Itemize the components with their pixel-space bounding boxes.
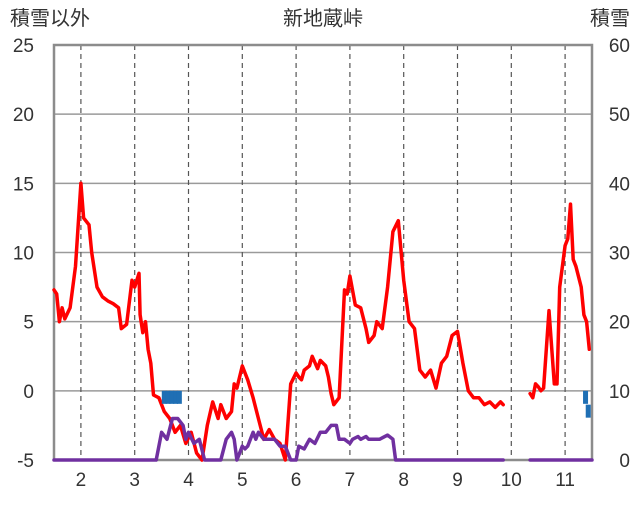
left-axis-label: 積雪以外 [10,6,90,30]
series-line-0-segment-1 [528,202,592,400]
y-left-tick-label: 5 [23,313,34,334]
x-tick-label: 5 [237,470,248,491]
x-tick-label: 3 [129,470,140,491]
y-right-tick-label: 50 [609,105,630,126]
x-tick-label: 7 [345,470,356,491]
y-left-tick-label: -5 [17,451,34,472]
snow-bar [161,390,167,404]
x-tick-label: 9 [452,470,463,491]
y-right-tick-label: 60 [609,36,630,57]
plot-frame [52,43,594,462]
y-left-tick-label: 25 [13,36,34,57]
series-line-1-segment-0 [52,416,505,462]
x-tick-label: 6 [291,470,302,491]
y-right-tick-label: 40 [609,174,630,195]
snow-bar [585,404,591,418]
series-line-0-segment-0 [52,181,505,462]
snow-bar [583,390,589,404]
snow-bar [165,390,171,404]
x-tick-label: 2 [76,470,87,491]
x-tick-label: 11 [555,470,575,491]
y-right-tick-label: 0 [619,451,630,472]
y-left-tick-label: 15 [13,174,34,195]
y-left-tick-label: 10 [13,244,34,265]
x-tick-label: 4 [183,470,194,491]
y-right-tick-label: 30 [609,244,630,265]
y-left-tick-label: 20 [13,105,34,126]
grid-layer [54,44,592,461]
y-right-tick-label: 20 [609,313,630,334]
x-tick-label: 8 [398,470,409,491]
y-right-tick-label: 10 [609,382,630,403]
y-left-tick-label: 0 [23,382,34,403]
snow-bar [173,390,179,404]
snow-bar [169,390,175,404]
x-tick-label: 10 [501,470,522,491]
snow-bar [176,390,182,404]
series-layer [52,181,594,462]
chart-title: 新地蔵峠 [283,6,363,30]
right-axis-label: 積雪 [590,6,630,30]
axis-layer: -5 0 5 10 15 20 25 0 10 20 30 40 50 60 2 3 4 5 6 7 8 9 10 11 [13,36,630,491]
